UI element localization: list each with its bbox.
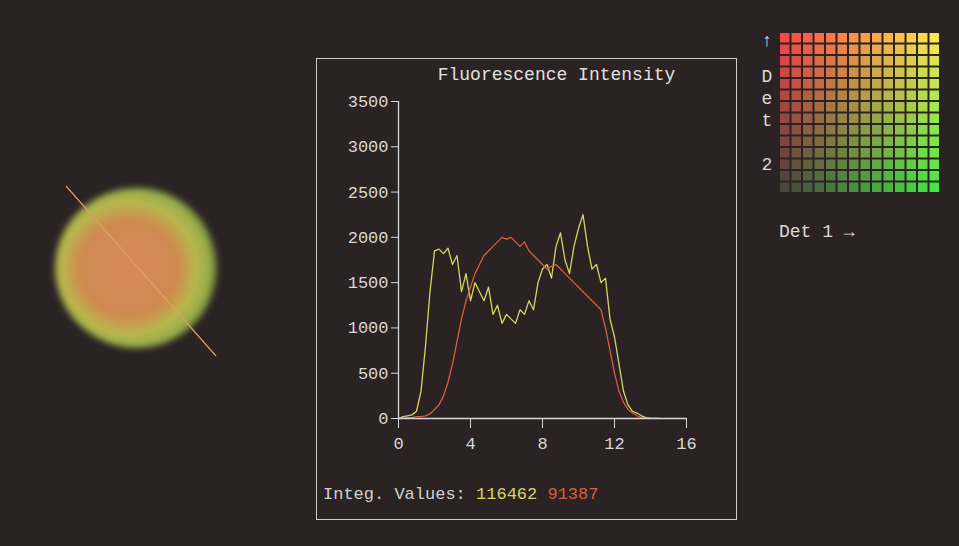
- svg-text:500: 500: [358, 365, 389, 384]
- html-text:2: 2: [761, 155, 773, 175]
- svg-text:16: 16: [676, 435, 696, 454]
- html-text:e: e: [761, 89, 773, 109]
- svg-text:1000: 1000: [348, 319, 389, 338]
- html-text:t: t: [761, 111, 773, 131]
- svg-text:4: 4: [465, 435, 475, 454]
- svg-text:0: 0: [393, 435, 403, 454]
- svg-text:3500: 3500: [348, 93, 389, 112]
- html-text:Det 1 →: Det 1 →: [779, 222, 855, 242]
- html-text:Integ. Values: 116462 91387: Integ. Values: 116462 91387: [323, 485, 599, 504]
- svg-text:1500: 1500: [348, 274, 389, 293]
- svg-text:2000: 2000: [348, 229, 389, 248]
- svg-text:3000: 3000: [348, 138, 389, 157]
- html-text:D: D: [761, 67, 773, 87]
- svg-text:2500: 2500: [348, 184, 389, 203]
- svg-text:8: 8: [537, 435, 547, 454]
- svg-text:0: 0: [378, 410, 388, 429]
- html-text:Fluorescence Intensity: Fluorescence Intensity: [437, 65, 676, 85]
- svg-text:12: 12: [604, 435, 624, 454]
